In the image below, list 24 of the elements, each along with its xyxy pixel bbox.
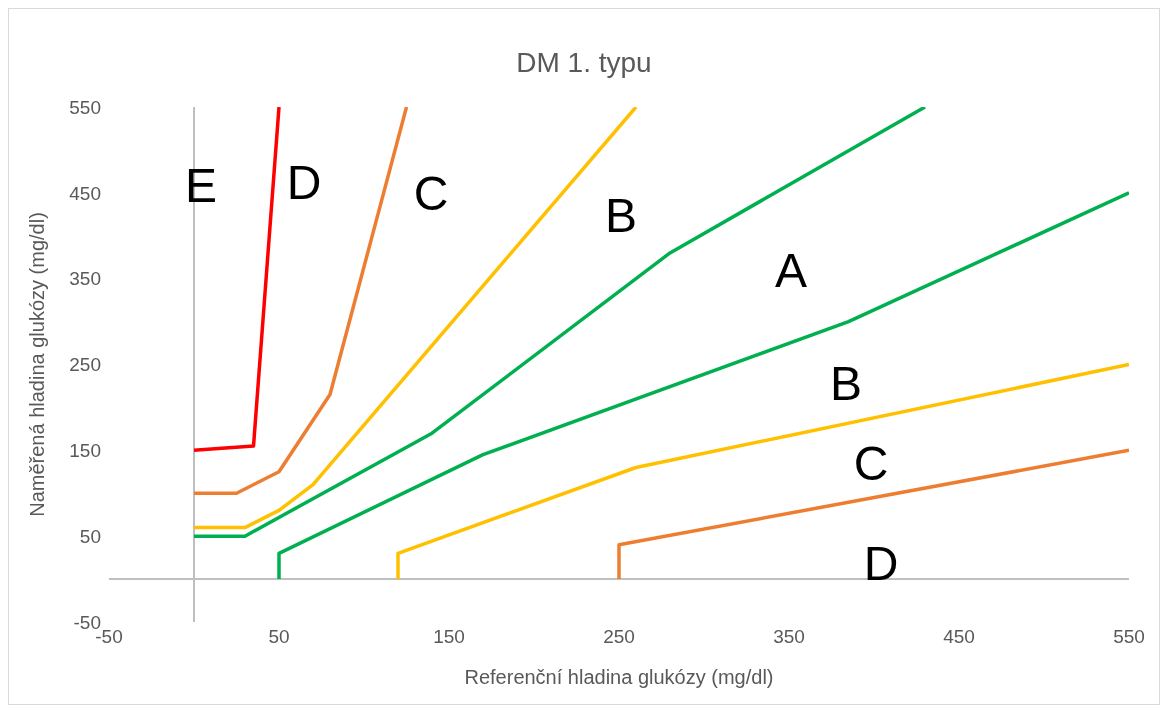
annotation: A (774, 243, 808, 299)
x-tick-label: 250 (603, 626, 635, 648)
annotation: D (285, 155, 323, 211)
line-series (396, 362, 1129, 581)
y-axis-title: Naměřená hladina glukózy (mg/dl) (26, 212, 49, 517)
y-tick-label: 50 (79, 525, 101, 547)
annotation: D (862, 536, 900, 592)
x-tick-label: 350 (773, 626, 805, 648)
y-tick-label: 550 (69, 96, 101, 118)
y-tick-label: 150 (69, 440, 101, 462)
x-tick-label: 450 (943, 626, 975, 648)
annotation: B (829, 356, 863, 412)
y-tick-label: 450 (69, 182, 101, 204)
x-tick-label: 150 (433, 626, 465, 648)
x-tick-label: 50 (268, 626, 290, 648)
y-tick-label: 250 (69, 354, 101, 376)
x-axis-title: Referenční hladina glukózy (mg/dl) (464, 666, 774, 688)
annotation: E (184, 158, 218, 214)
annotation: C (412, 166, 450, 222)
y-tick-label: 350 (69, 268, 101, 290)
chart-title: DM 1. typu (515, 46, 653, 80)
annotation: C (852, 436, 890, 492)
x-tick-label: 550 (1113, 626, 1145, 648)
annotation: B (604, 188, 638, 244)
